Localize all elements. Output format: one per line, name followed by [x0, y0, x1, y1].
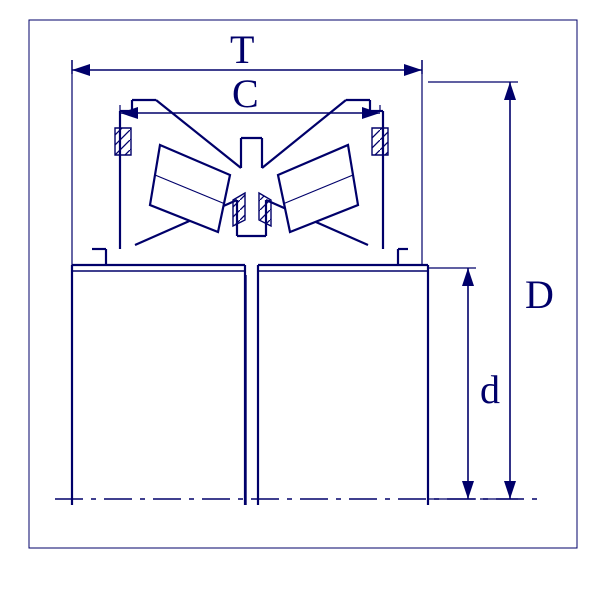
- dim-label-D: D: [525, 275, 554, 315]
- dim-label-C: C: [232, 74, 259, 114]
- dim-label-d: d: [480, 370, 500, 410]
- diagram-stage: T C D d: [0, 0, 600, 600]
- bearing-diagram-svg: [0, 0, 600, 600]
- dim-label-T: T: [230, 30, 254, 70]
